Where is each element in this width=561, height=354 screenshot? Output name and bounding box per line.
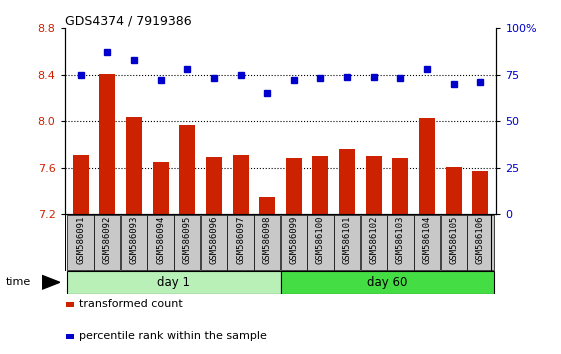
- Bar: [446, 166, 462, 214]
- Bar: [280, 215, 307, 270]
- Text: GSM586091: GSM586091: [76, 216, 85, 264]
- Bar: [66, 334, 73, 338]
- Text: day 1: day 1: [157, 276, 190, 289]
- Bar: [259, 197, 275, 214]
- Bar: [280, 271, 494, 294]
- Text: GSM586099: GSM586099: [289, 216, 298, 264]
- Bar: [67, 271, 280, 294]
- Bar: [388, 215, 413, 270]
- Polygon shape: [42, 275, 59, 289]
- Bar: [419, 118, 435, 214]
- Bar: [254, 215, 280, 270]
- Bar: [307, 215, 334, 270]
- Bar: [361, 215, 387, 270]
- Text: GDS4374 / 7919386: GDS4374 / 7919386: [65, 14, 191, 27]
- Bar: [312, 156, 329, 214]
- Bar: [366, 156, 382, 214]
- Bar: [201, 215, 227, 270]
- Text: GSM586102: GSM586102: [369, 216, 378, 264]
- Bar: [174, 215, 200, 270]
- Text: GSM586103: GSM586103: [396, 216, 405, 264]
- Bar: [227, 215, 254, 270]
- Bar: [121, 215, 147, 270]
- Bar: [94, 215, 120, 270]
- Bar: [153, 162, 168, 214]
- Bar: [72, 155, 89, 214]
- Bar: [393, 158, 408, 214]
- Bar: [148, 215, 173, 270]
- Bar: [179, 125, 195, 214]
- Text: GSM586104: GSM586104: [422, 216, 431, 264]
- Bar: [206, 157, 222, 214]
- Bar: [126, 116, 142, 214]
- Bar: [339, 149, 355, 214]
- Bar: [66, 302, 73, 307]
- Text: GSM586100: GSM586100: [316, 216, 325, 264]
- Bar: [67, 215, 94, 270]
- Text: GSM586092: GSM586092: [103, 216, 112, 264]
- Text: percentile rank within the sample: percentile rank within the sample: [79, 331, 266, 341]
- Text: day 60: day 60: [367, 276, 407, 289]
- Bar: [472, 171, 489, 214]
- Bar: [414, 215, 440, 270]
- Bar: [232, 155, 249, 214]
- Bar: [334, 215, 360, 270]
- Text: GSM586095: GSM586095: [183, 216, 192, 264]
- Text: GSM586098: GSM586098: [263, 216, 272, 264]
- Bar: [441, 215, 467, 270]
- Bar: [467, 215, 494, 270]
- Text: GSM586097: GSM586097: [236, 216, 245, 264]
- Text: GSM586101: GSM586101: [343, 216, 352, 264]
- Text: GSM586094: GSM586094: [156, 216, 165, 264]
- Text: transformed count: transformed count: [79, 299, 182, 309]
- Text: GSM586093: GSM586093: [130, 216, 139, 264]
- Text: GSM586106: GSM586106: [476, 216, 485, 264]
- Bar: [99, 74, 115, 214]
- Text: GSM586105: GSM586105: [449, 216, 458, 264]
- Text: time: time: [6, 277, 31, 287]
- Text: GSM586096: GSM586096: [209, 216, 218, 264]
- Bar: [286, 158, 302, 214]
